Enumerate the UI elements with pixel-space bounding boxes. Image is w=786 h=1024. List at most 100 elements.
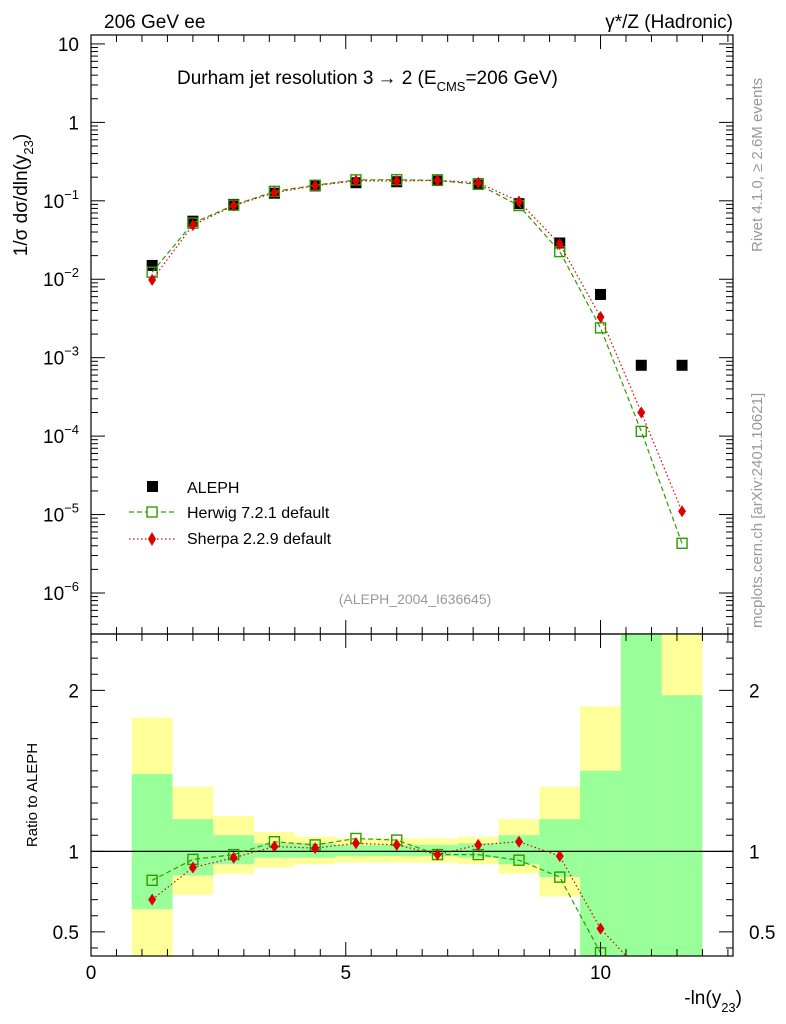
y-tick-label: 1 (68, 113, 79, 134)
title-two: 2 (E (396, 68, 436, 89)
sherpa-ratio-point-marker (351, 837, 360, 850)
ratio-y-tick-label-right: 2 (749, 681, 760, 702)
y-tick-exponent: −4 (64, 422, 79, 437)
sherpa-ratio-point-marker (433, 848, 442, 861)
y-tick-base: 10 (43, 427, 64, 448)
x-tick-label: 10 (590, 963, 611, 984)
sherpa-ratio-point-marker (392, 838, 401, 851)
sherpa-ratio-point-marker (229, 851, 238, 864)
herwig-ratio-line (151, 837, 605, 956)
ratio-y-tick-label: 1 (68, 842, 79, 863)
sherpa-ratio-point-marker (148, 893, 157, 906)
ratio-plot-panel: 0 5 10 0.5 0.5 1 1 2 2 Ratio to ALEPH (24, 633, 775, 984)
aleph-point-marker (146, 259, 158, 271)
ratio-plot-data (91, 634, 733, 956)
sherpa-point-marker (392, 174, 401, 187)
sherpa-ratio-point-marker (270, 840, 279, 853)
y-tick-label: 10−4 (43, 422, 79, 448)
ratio-y-tick-label-right: 0.5 (749, 923, 775, 944)
ratio-y-tick-label: 0.5 (53, 923, 79, 944)
y-tick-base: 10 (43, 349, 64, 370)
legend-sherpa-marker (148, 532, 156, 546)
y-tick-base: 10 (43, 506, 64, 527)
header-process-label: γ*/Z (Hadronic) (605, 12, 733, 33)
y-tick-label: 10−6 (43, 579, 79, 605)
y-tick-label: 10−3 (43, 344, 79, 370)
y-tick-base: 10 (43, 270, 64, 291)
y-axis-label-close: ) (11, 134, 32, 140)
aleph-point-marker (635, 359, 647, 371)
title-main: Durham jet resolution 3 (177, 68, 373, 89)
aleph-point-marker (595, 288, 607, 300)
sherpa-ratio-point-marker (474, 838, 483, 851)
x-axis-label-sub: 23 (721, 1000, 735, 1015)
y-tick-exponent: −5 (64, 501, 79, 516)
y-tick-base: 10 (43, 584, 64, 605)
y-tick-label: 10−5 (43, 501, 79, 527)
y-axis-label-main: 1/σ dσ/dln(y (11, 154, 32, 256)
ratio-green-band (335, 844, 377, 857)
sherpa-point-marker (474, 176, 483, 189)
rivet-version-label: Rivet 4.1.0, ≥ 2.6M events (749, 78, 766, 252)
herwig-ratio-point-marker (146, 874, 158, 887)
sherpa-point-marker (637, 406, 646, 419)
ratio-green-band (661, 695, 703, 956)
title-tail: =206 GeV) (465, 68, 557, 89)
herwig-ratio-point-marker (513, 854, 525, 866)
sherpa-point-marker (555, 238, 564, 251)
x-tick-label: 5 (340, 963, 351, 984)
y-tick-label: 10−1 (43, 187, 79, 213)
sherpa-point-marker (433, 174, 442, 187)
sherpa-point-marker (678, 505, 687, 518)
sherpa-point-marker (311, 179, 320, 192)
plot-title: Durham jet resolution 3 → 2 (ECMS=206 GeV… (177, 68, 558, 94)
y-axis-label-sub: 23 (21, 140, 36, 154)
x-axis-label-close: ) (736, 988, 742, 1009)
herwig-ratio-point-marker (554, 871, 566, 883)
y-axis-label: 1/σ dσ/dln(y23) (11, 134, 36, 256)
ratio-y-tick-label: 2 (68, 681, 79, 702)
title-sub: CMS (437, 79, 466, 94)
sherpa-main-line (151, 179, 683, 512)
y-tick-exponent: −2 (64, 265, 79, 280)
sherpa-point-marker (148, 273, 157, 286)
y-tick-label: 10−2 (43, 265, 79, 291)
y-tick-exponent: −1 (64, 187, 79, 202)
header-energy-label: 206 GeV ee (104, 12, 205, 33)
herwig-point-marker (635, 425, 647, 438)
sherpa-ratio-point-marker (596, 922, 605, 935)
sherpa-point-marker (188, 219, 197, 232)
x-tick-label: 0 (86, 963, 97, 984)
sherpa-point-marker (596, 311, 605, 324)
legend: ALEPH Herwig 7.2.1 default Sherpa 2.2.9 … (129, 480, 332, 548)
legend-herwig-label: Herwig 7.2.1 default (187, 505, 330, 522)
ratio-green-band (131, 774, 173, 910)
aleph-point-marker (676, 359, 688, 371)
x-axis-label-main: -ln(y (684, 988, 721, 1009)
sherpa-point-marker (515, 195, 523, 208)
y-tick-exponent: −6 (64, 579, 79, 594)
title-arrow: → (377, 68, 396, 89)
sherpa-point-marker (229, 199, 238, 212)
sherpa-ratio-line (151, 841, 628, 956)
sherpa-ratio-point-marker (188, 861, 197, 874)
sherpa-point-marker (270, 186, 279, 199)
ratio-plot-ticks: 0 5 10 0.5 0.5 1 1 2 2 (53, 634, 775, 984)
legend-aleph-marker (147, 481, 158, 492)
ratio-green-band (539, 819, 581, 878)
legend-sherpa-label: Sherpa 2.2.9 default (187, 531, 332, 548)
y-tick-exponent: −3 (64, 344, 79, 359)
main-plot-data (146, 173, 688, 550)
ratio-green-band (620, 634, 662, 956)
sherpa-point-marker (351, 174, 360, 187)
legend-aleph-label: ALEPH (187, 480, 239, 497)
herwig-point-marker (676, 537, 688, 550)
y-tick-base: 10 (43, 192, 64, 213)
ratio-y-tick-label-right: 1 (749, 842, 760, 863)
ratio-plot-frame (90, 633, 734, 957)
legend-herwig-marker (146, 506, 158, 518)
sherpa-ratio-point-marker (515, 835, 523, 848)
ratio-y-axis-label: Ratio to ALEPH (24, 743, 41, 847)
